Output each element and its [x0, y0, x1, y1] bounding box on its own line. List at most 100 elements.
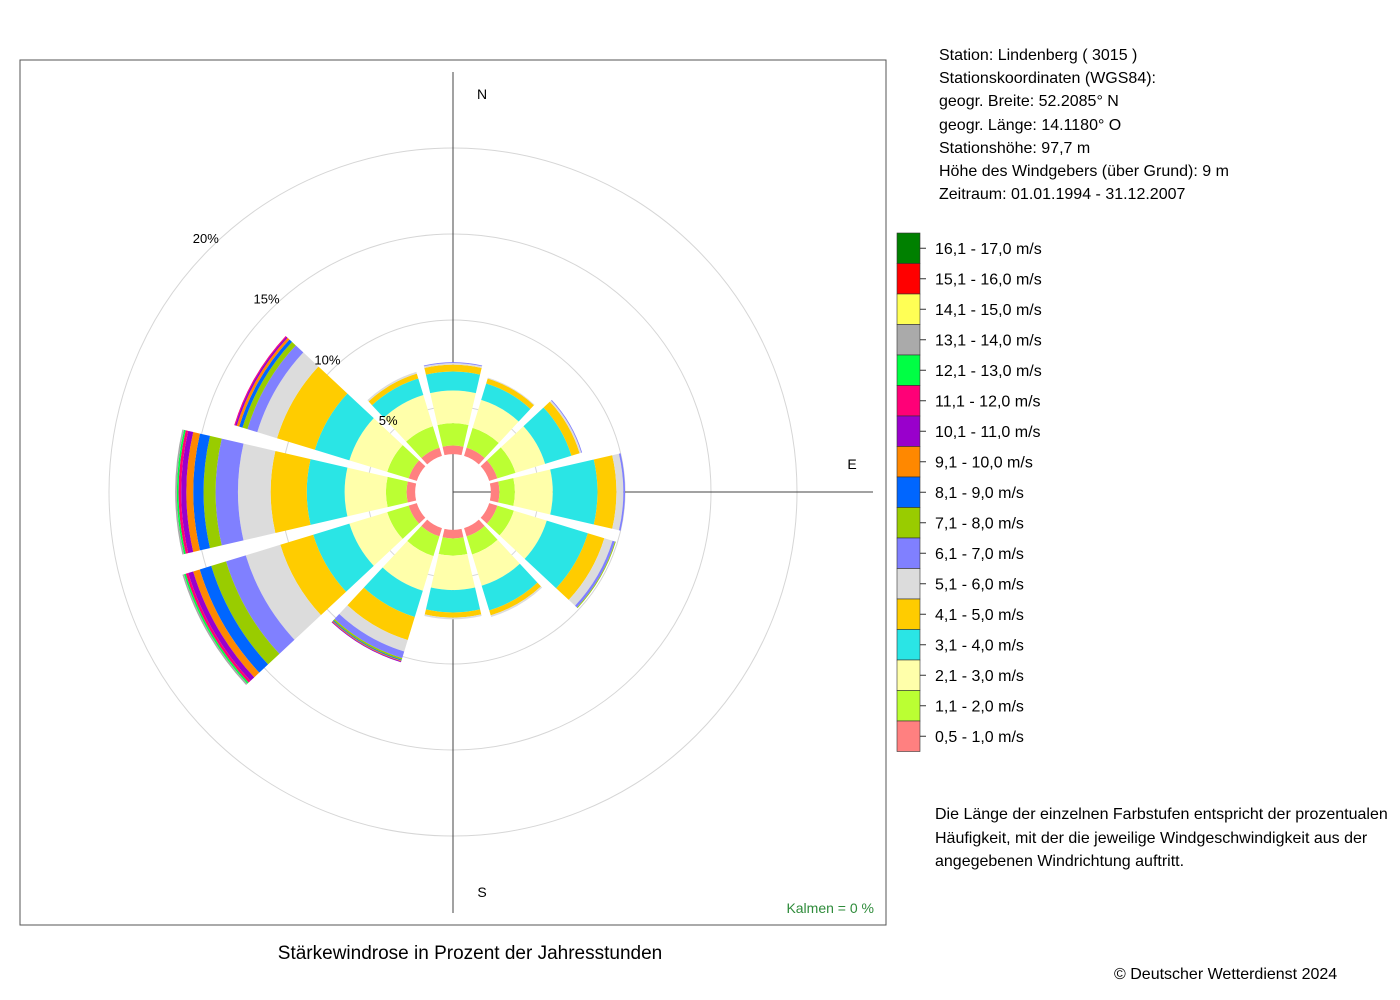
sector-120-deg: [480, 503, 616, 609]
sector-330-class-1: [421, 447, 442, 465]
sector-0-class-5: [424, 364, 482, 375]
sector-300-class-1: [408, 460, 426, 481]
sector-90-deg: [489, 453, 626, 531]
sector-180-deg: [424, 528, 482, 620]
ring-label-10: 10%: [314, 352, 340, 367]
sector-180-class-1: [442, 528, 464, 539]
direction-label-s: S: [477, 884, 486, 900]
sector-210-class-3: [382, 541, 434, 591]
sector-270-class-10: [186, 432, 200, 552]
sector-300-class-7: [247, 345, 304, 433]
sector-210-class-4: [363, 567, 423, 618]
sector-300-class-10: [236, 337, 290, 427]
sector-300-class-5: [277, 366, 348, 450]
sector-300-class-2: [387, 445, 420, 479]
sector-30-class-4: [481, 383, 531, 422]
sector-120-class-5: [556, 533, 605, 600]
sensor-height: Höhe des Windgebers (über Grund): 9 m: [939, 163, 1229, 181]
sector-300-deg: [234, 335, 426, 481]
station-longitude: geogr. Länge: 14.1180° O: [939, 116, 1122, 134]
sector-330-class-4: [372, 378, 424, 418]
sector-270-class-4: [306, 459, 348, 525]
sector-210-class-6: [339, 605, 408, 652]
sector-240-class-3: [349, 512, 403, 566]
sector-120-class-3: [499, 510, 547, 559]
sector-240-class-2: [387, 505, 420, 539]
ring-labels: 5% 10% 15% 20%: [193, 231, 398, 428]
sector-300-class-6: [257, 352, 319, 439]
sector-0-class-4: [425, 371, 481, 394]
sector-60-class-6: [549, 400, 582, 454]
station-coordinates-heading: Stationskoordinaten (WGS84):: [939, 70, 1156, 88]
sector-90-class-3: [513, 469, 553, 515]
sector-0-deg: [423, 362, 483, 456]
sector-0-class-1: [442, 445, 464, 456]
sector-270-class-14: [175, 429, 185, 555]
sector-300-class-4: [314, 393, 374, 461]
sector-180-class-5: [424, 609, 482, 618]
sector-300-class-9: [239, 339, 292, 428]
sector-90-class-7: [618, 453, 626, 531]
sector-60-class-2: [486, 447, 516, 479]
sector-240-class-9: [199, 565, 269, 673]
sector-330-deg: [367, 371, 442, 465]
ring-label-15: 15%: [254, 292, 280, 307]
ring-label-20: 20%: [193, 231, 219, 246]
sector-90-class-4: [550, 459, 598, 525]
sector-330-class-5: [368, 373, 419, 406]
sector-0-class-6: [423, 363, 483, 368]
sector-30-class-1: [464, 447, 485, 465]
sector-150-class-6: [490, 586, 543, 618]
ring-label-5: 5%: [379, 413, 398, 428]
sector-30-deg: [464, 377, 535, 465]
sector-120-class-2: [486, 505, 514, 536]
sector-270-class-5: [270, 450, 311, 534]
sector-0-class-2: [437, 423, 469, 447]
sector-240-class-5: [280, 534, 347, 616]
sector-300-class-3: [349, 418, 403, 472]
sector-240-class-4: [313, 523, 374, 592]
sector-120-class-6: [568, 538, 613, 606]
sector-330-class-2: [406, 426, 440, 459]
sector-270-class-9: [193, 433, 210, 551]
sector-240-class-6: [245, 544, 321, 640]
station-height: Stationshöhe: 97,7 m: [939, 139, 1091, 157]
wind-sectors: [175, 335, 626, 685]
sector-270-class-8: [203, 435, 222, 549]
sector-210-class-7: [334, 614, 405, 659]
sector-330-class-3: [383, 394, 433, 442]
explanation-note: Die Länge der einzelnen Farbstufen entsp…: [935, 806, 1388, 870]
sector-120-class-4: [524, 520, 588, 589]
direction-label-n: N: [477, 86, 487, 102]
sector-180-class-3: [430, 554, 476, 591]
sector-150-class-5: [489, 582, 541, 616]
sector-210-class-1: [421, 519, 442, 537]
sector-210-class-2: [407, 525, 440, 557]
sector-120-class-1: [480, 503, 498, 524]
station-name: Station: Lindenberg ( 3015 ): [939, 47, 1138, 64]
sector-270-class-2: [385, 476, 408, 508]
station-info: Station: Lindenberg ( 3015 ) Stationskoo…: [939, 44, 1229, 206]
sector-60-class-3: [500, 426, 546, 473]
station-latitude: geogr. Breite: 52.2085° N: [939, 93, 1119, 111]
sector-0-class-7: [423, 362, 483, 367]
chart-caption: Stärkewindrose in Prozent der Jahresstun…: [277, 943, 663, 964]
sector-180-class-4: [425, 587, 481, 613]
sector-330-class-6: [367, 371, 417, 402]
sector-270-class-3: [344, 467, 388, 517]
sector-210-deg: [331, 519, 442, 663]
calm-label: Kalmen = 0 %: [786, 900, 874, 916]
sector-150-class-4: [481, 563, 538, 611]
sector-270-class-11: [181, 430, 194, 554]
sector-270-class-1: [406, 481, 417, 503]
sector-300-class-8: [242, 341, 296, 430]
sector-150-class-2: [466, 525, 498, 555]
sector-150-class-1: [464, 519, 485, 537]
sector-270-class-6: [237, 443, 276, 541]
sector-270-class-13: [176, 429, 186, 555]
sector-270-deg: [175, 429, 417, 555]
sector-210-class-5: [347, 587, 415, 641]
sector-180-class-6: [424, 614, 482, 620]
sector-30-class-3: [472, 399, 519, 443]
